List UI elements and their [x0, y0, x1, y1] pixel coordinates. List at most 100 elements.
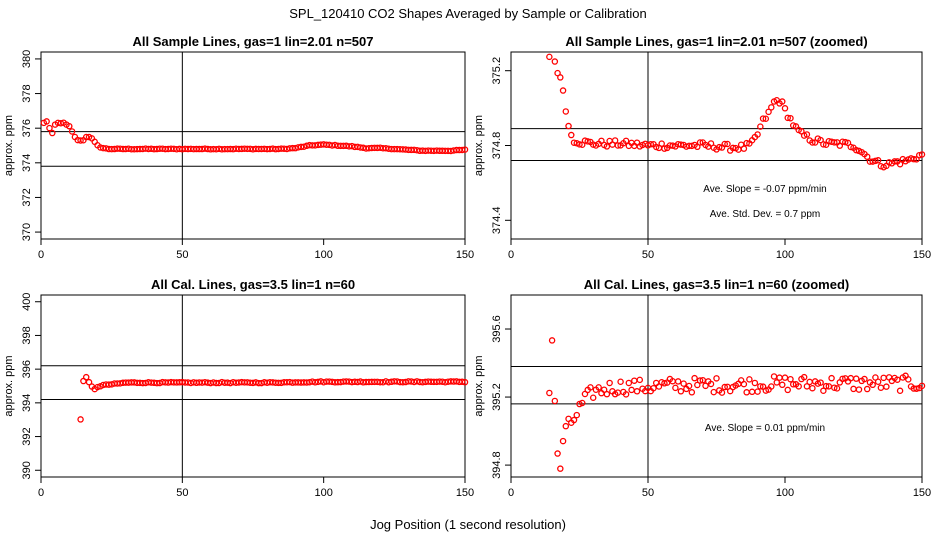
x-tick-label: 50 [176, 249, 188, 261]
data-point [803, 131, 811, 138]
data-point [913, 385, 920, 392]
data-point [82, 133, 90, 141]
y-tick-label: 374.8 [491, 132, 503, 160]
data-point [691, 374, 698, 382]
data-point [891, 158, 898, 165]
data-point [746, 376, 753, 383]
data-point [546, 53, 553, 61]
data-point [688, 389, 696, 396]
data-point [570, 139, 578, 146]
chart-title: All Sample Lines, gas=1 lin=2.01 n=507 [133, 34, 374, 49]
data-point [57, 119, 65, 127]
data-point [589, 394, 597, 401]
data-point [551, 397, 559, 405]
data-point [546, 389, 553, 397]
data-point [721, 140, 728, 148]
data-point [677, 141, 685, 148]
x-tick-label: 150 [456, 249, 474, 261]
data-point [557, 465, 564, 472]
panels: All Sample Lines, gas=1 lin=2.01 n=507 0 5… [3, 34, 931, 499]
data-point [874, 378, 882, 385]
data-point [633, 388, 641, 395]
data-point [617, 378, 624, 385]
data-point [300, 143, 308, 150]
data-point [685, 382, 693, 390]
data-point [740, 145, 748, 152]
data-point [551, 58, 559, 65]
plot-frame [40, 294, 466, 478]
y-tick-label: 398 [21, 326, 33, 344]
data-point [918, 382, 926, 390]
data-point [869, 381, 876, 389]
data-point [715, 143, 723, 151]
data-point [77, 416, 84, 423]
y-tick-label: 395.2 [491, 383, 503, 411]
data-point [85, 378, 93, 386]
data-point [658, 140, 665, 147]
data-point [568, 131, 575, 139]
y-tick-label: 396 [21, 360, 33, 378]
data-point [674, 378, 682, 385]
x-tick-label: 150 [456, 487, 474, 499]
x-tick-label: 150 [913, 249, 931, 261]
data-point [600, 386, 608, 393]
y-tick-label: 395.6 [491, 315, 503, 343]
data-point [751, 379, 759, 387]
data-point [910, 155, 918, 163]
data-point [839, 375, 846, 383]
data-point [724, 140, 731, 148]
data-point [707, 380, 715, 388]
y-tick-label: 374.4 [491, 207, 503, 235]
data-point [587, 384, 594, 391]
plot-frame [40, 51, 466, 240]
data-point [461, 378, 469, 386]
data-point [94, 383, 101, 391]
data-point [625, 379, 633, 387]
data-point [754, 131, 761, 138]
data-point [787, 375, 794, 383]
y-tick-label: 380 [21, 50, 33, 68]
data-point [82, 373, 90, 381]
data-point [677, 388, 685, 395]
data-point [584, 138, 591, 145]
x-tick-label: 100 [314, 249, 332, 261]
data-point [77, 137, 84, 144]
data-point [874, 157, 882, 164]
data-point [822, 382, 830, 390]
data-point [883, 383, 890, 390]
data-point [757, 383, 764, 390]
data-point [795, 383, 802, 390]
x-tick-label: 50 [176, 487, 188, 499]
data-point [831, 139, 838, 146]
data-point [661, 380, 668, 387]
data-point [768, 383, 775, 390]
data-point [603, 143, 611, 150]
data-point [757, 123, 764, 130]
data-point [578, 399, 586, 407]
y-tick-label: 372 [21, 188, 33, 206]
chart-panel-4: All Cal. Lines, gas=3.5 lin=1 n=60 (zoom… [473, 277, 931, 499]
data-point [905, 376, 912, 383]
data-point [636, 376, 644, 384]
data-point [557, 74, 564, 81]
chart-title: All Sample Lines, gas=1 lin=2.01 n=507 (… [565, 34, 867, 49]
y-tick-label: 394.8 [491, 451, 503, 479]
data-point [297, 143, 305, 151]
data-point [46, 124, 53, 132]
data-point [718, 389, 726, 396]
figure-xlabel: Jog Position (1 second resolution) [370, 517, 566, 532]
data-point [66, 122, 73, 130]
data-point [768, 104, 775, 111]
data-point [894, 376, 901, 383]
chart-panel-1: All Sample Lines, gas=1 lin=2.01 n=507 0 5… [3, 34, 474, 261]
data-point [49, 129, 56, 137]
data-point [918, 151, 926, 158]
data-point [548, 337, 556, 344]
data-point [672, 384, 679, 392]
chart-panel-3: All Cal. Lines, gas=3.5 lin=1 n=60 0 50 100… [3, 277, 474, 499]
y-tick-label: 378 [21, 84, 33, 102]
x-tick-label: 50 [642, 249, 654, 261]
data-points [546, 337, 926, 472]
